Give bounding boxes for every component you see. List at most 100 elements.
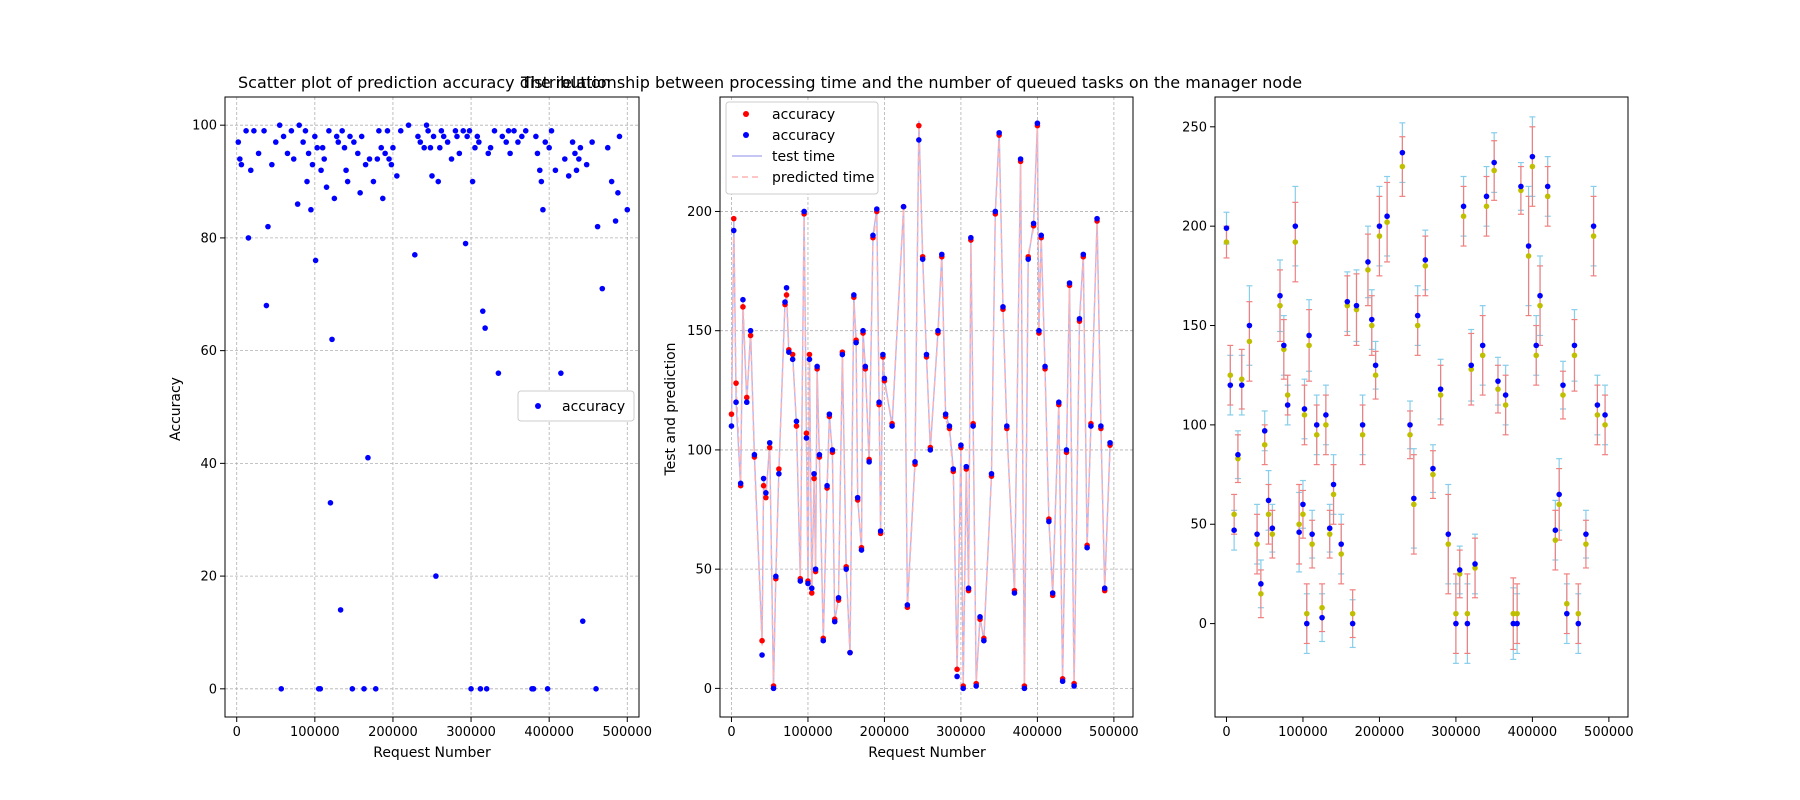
data-point — [853, 339, 859, 346]
data-point — [1407, 422, 1413, 428]
data-point — [743, 394, 750, 401]
data-point — [1407, 432, 1413, 438]
legend-label: accuracy — [772, 107, 835, 123]
data-point — [904, 602, 911, 608]
legend-label: accuracy — [562, 399, 625, 415]
data-point — [339, 128, 345, 134]
data-point — [1246, 322, 1253, 329]
data-point — [552, 167, 559, 174]
x-tick-label: 300000 — [446, 725, 496, 740]
data-point — [370, 178, 377, 185]
accuracy-scatter-chart: Scatter plot of prediction accuracy dist… — [168, 73, 652, 761]
data-point — [783, 284, 790, 291]
data-point — [565, 173, 572, 179]
data-point — [1456, 571, 1463, 577]
data-point — [1472, 565, 1478, 571]
data-point — [1529, 163, 1536, 170]
y-tick-label: 60 — [200, 344, 217, 359]
data-point — [737, 480, 744, 487]
data-point — [811, 475, 817, 482]
data-point — [464, 133, 470, 140]
data-point — [300, 139, 306, 145]
processing-time-chart: The relationship between processing time… — [520, 73, 1302, 761]
data-point — [599, 285, 606, 292]
data-point — [1319, 614, 1325, 621]
data-point — [1254, 541, 1260, 547]
data-point — [440, 133, 447, 140]
data-point — [1525, 253, 1532, 259]
data-point — [759, 652, 765, 658]
data-point — [429, 173, 435, 179]
data-point — [1564, 610, 1570, 617]
data-point — [265, 223, 271, 230]
data-point — [437, 144, 443, 151]
data-point — [1575, 610, 1582, 617]
data-point — [1021, 685, 1028, 692]
data-point — [766, 444, 773, 451]
data-point — [612, 218, 619, 224]
data-point — [1514, 620, 1520, 627]
data-point — [805, 580, 811, 587]
data-point — [1281, 346, 1287, 353]
chart-title: The relationship between processing time… — [520, 73, 1302, 92]
data-point — [341, 144, 348, 151]
data-point — [938, 251, 945, 258]
data-point — [1292, 239, 1299, 245]
data-point — [1344, 298, 1351, 305]
legend-label: predicted time — [772, 170, 875, 186]
data-point — [839, 351, 846, 358]
data-point — [237, 156, 243, 162]
data-point — [583, 161, 590, 168]
data-point — [889, 423, 895, 429]
data-point — [1084, 544, 1090, 551]
data-point — [1414, 322, 1421, 329]
data-point — [1537, 302, 1543, 309]
data-point — [1468, 362, 1475, 369]
data-point — [733, 380, 739, 386]
data-point — [1399, 149, 1406, 156]
data-point — [515, 139, 521, 145]
data-point — [824, 482, 830, 489]
data-point — [1552, 527, 1559, 534]
data-point — [243, 128, 249, 134]
data-point — [261, 128, 267, 134]
data-point — [423, 122, 430, 128]
data-point — [763, 490, 769, 496]
data-point — [1376, 233, 1383, 239]
data-point — [327, 500, 334, 506]
plot-frame — [719, 96, 1134, 718]
y-tick-label: 0 — [209, 682, 217, 697]
data-point — [835, 594, 842, 601]
data-point — [812, 566, 819, 572]
data-point — [1107, 439, 1113, 446]
x-tick-label: 200000 — [1355, 725, 1405, 740]
data-point — [255, 150, 262, 157]
data-point — [843, 566, 849, 572]
data-point — [376, 128, 382, 134]
data-point — [454, 133, 460, 140]
data-point — [452, 128, 459, 134]
data-point — [1529, 153, 1536, 160]
data-point — [1261, 428, 1268, 434]
data-point — [730, 227, 737, 234]
data-point — [421, 144, 427, 151]
data-point — [472, 144, 478, 151]
data-point — [317, 686, 324, 692]
data-point — [382, 150, 388, 157]
data-point — [862, 363, 869, 370]
data-point — [417, 139, 424, 145]
data-point — [831, 618, 838, 625]
data-point — [916, 137, 922, 143]
data-point — [1323, 412, 1329, 418]
data-point — [1537, 292, 1543, 299]
data-point — [435, 178, 442, 185]
legend-label: test time — [772, 149, 835, 165]
data-point — [829, 447, 836, 453]
data-point — [485, 150, 492, 157]
data-point — [296, 122, 303, 128]
data-point — [880, 351, 886, 358]
data-point — [576, 156, 582, 162]
data-point — [1223, 225, 1230, 231]
data-point — [495, 370, 502, 376]
data-point — [604, 144, 611, 151]
